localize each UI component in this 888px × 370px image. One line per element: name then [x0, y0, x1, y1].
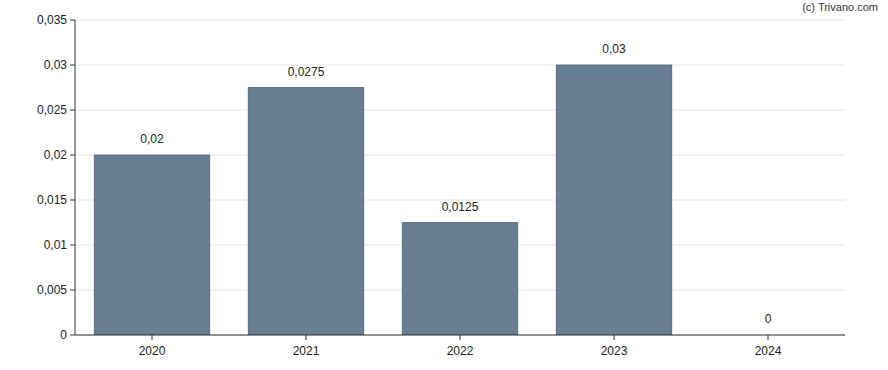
tick-mark: [70, 245, 75, 246]
category-label: 2022: [447, 344, 474, 358]
chart: 0 0,005 0,01 0,015 0,02 0,025 0,03 0,035 2020 202…: [0, 0, 888, 370]
category-label: 2020: [139, 344, 166, 358]
tick-label: 0,025: [37, 103, 67, 117]
tick-label: 0: [60, 328, 67, 342]
tick-mark: [70, 65, 75, 66]
tick-mark: [70, 155, 75, 156]
x-tick: [768, 335, 769, 340]
bar: [556, 65, 672, 335]
tick-mark: [70, 335, 75, 336]
tick-label: 0,02: [44, 148, 68, 162]
grid-line: [75, 65, 845, 66]
tick-label: 0,035: [37, 13, 67, 27]
x-tick: [460, 335, 461, 340]
tick-label: 0,005: [37, 283, 67, 297]
bar: [94, 155, 210, 335]
x-tick: [614, 335, 615, 340]
x-tick: [152, 335, 153, 340]
category-label: 2024: [755, 344, 782, 358]
category-label: 2023: [601, 344, 628, 358]
tick-mark: [70, 110, 75, 111]
data-label: 0: [765, 312, 772, 326]
bars: [94, 65, 672, 335]
grid-line: [75, 20, 845, 21]
x-tick: [306, 335, 307, 340]
credit: (c) Trivano.com: [802, 1, 878, 13]
data-label: 0,02: [140, 132, 164, 146]
tick-mark: [70, 200, 75, 201]
bar: [248, 88, 364, 336]
tick-label: 0,015: [37, 193, 67, 207]
grid-line: [75, 110, 845, 111]
category-label: 2021: [293, 344, 320, 358]
tick-mark: [70, 20, 75, 21]
y-axis: [75, 20, 76, 335]
data-label: 0,03: [602, 42, 626, 56]
tick-mark: [70, 290, 75, 291]
tick-label: 0,03: [44, 58, 68, 72]
bar: [402, 223, 518, 336]
tick-label: 0,01: [44, 238, 68, 252]
data-label: 0,0275: [288, 65, 325, 79]
data-label: 0,0125: [442, 200, 479, 214]
